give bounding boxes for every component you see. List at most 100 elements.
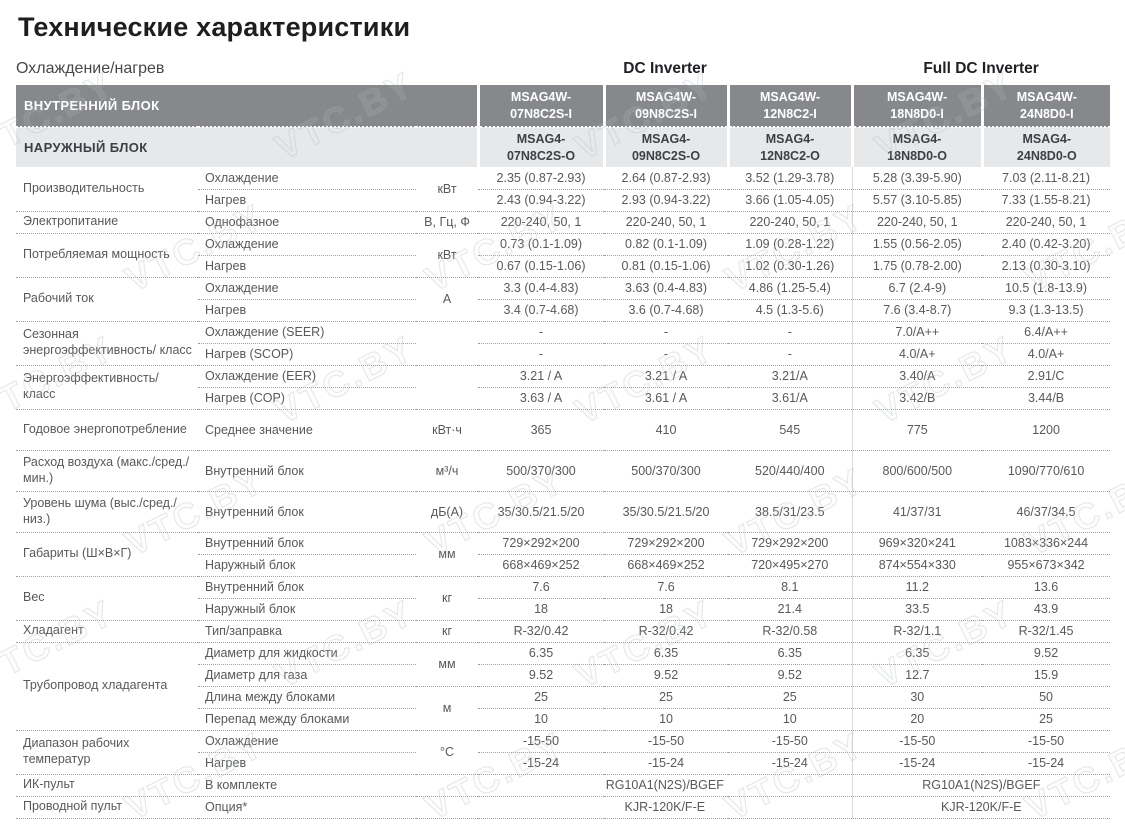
indoor-model-cell: MSAG4W- 09N8C2S-I [602, 85, 729, 127]
spec-value-cell: 220-240, 50, 1 [982, 210, 1111, 233]
spec-value-cell: 3.66 (1.05-4.05) [728, 188, 853, 211]
spec-sub-label: Перепад между блоками [198, 707, 416, 730]
spec-sub-label: Охлаждение [198, 729, 416, 752]
spec-value-cell: 6.35 [604, 641, 729, 664]
spec-value-cell: 6.35 [478, 641, 605, 664]
spec-value-cell: 0.67 (0.15-1.06) [478, 254, 605, 277]
spec-value-cell: 50 [982, 685, 1111, 708]
spec-sub-label: Среднее значение [198, 408, 416, 450]
spec-value-cell: 3.42/B [851, 386, 983, 409]
spec-value-cell: -15-50 [982, 729, 1111, 752]
spec-value-cell: 4.0/A+ [851, 342, 983, 365]
spec-value-cell: R-32/0.42 [478, 619, 605, 642]
spec-value-cell: 15.9 [982, 663, 1111, 686]
spec-row: Электропитание Однофазное В, Гц, Ф 220-240,… [16, 210, 1111, 233]
spec-value-cell: 7.0/A++ [851, 320, 983, 343]
spec-value-cell: 969×320×241 [851, 531, 983, 554]
spec-value-cell: 874×554×330 [851, 553, 983, 576]
spec-value-cell: 2.93 (0.94-3.22) [604, 188, 729, 211]
spec-unit-cell: мм [416, 641, 479, 686]
spec-row: Рабочий ток Охлаждение А 3.3 (0.4-4.83) 3.63… [16, 276, 1111, 321]
spec-value-cell: -15-24 [851, 751, 983, 774]
spec-value-cell: 12.7 [851, 663, 983, 686]
spec-sub-label: Охлаждение (SEER) [198, 320, 416, 343]
spec-row: Нагрев (SCOP) - - -4.0/A+ 4.0/A+ [16, 342, 1111, 365]
spec-value-cell: 7.6 (3.4-8.7) [851, 298, 983, 321]
spec-unit-cell: м³/ч [416, 449, 479, 491]
spec-value-cell: 4.86 (1.25-5.4) [728, 276, 853, 299]
spec-unit-cell: °C [416, 729, 479, 774]
outdoor-model-cell: MSAG4- 09N8C2S-O [602, 126, 729, 167]
spec-value-cell: 6.7 (2.4-9) [851, 276, 983, 299]
spec-value-cell: - [604, 320, 729, 343]
spec-value-cell: 1083×336×244 [982, 531, 1111, 554]
spec-sub-label: Наружный блок [198, 553, 416, 576]
spec-unit-cell: мм [416, 531, 479, 576]
spec-row: Нагрев 3.4 (0.7-4.68) 3.6 (0.7-4.68) 4.5 (1… [16, 298, 1111, 321]
spec-sub-label: Опция* [198, 795, 416, 819]
spec-group-label: Диапазон рабочих температур [16, 729, 198, 774]
spec-value-cell: 9.52 [728, 663, 853, 686]
spec-value-cell: - [604, 342, 729, 365]
spec-value-cell: R-32/1.45 [982, 619, 1111, 642]
spec-unit-cell [416, 773, 479, 796]
spec-value-cell: 2.91/C [982, 364, 1111, 387]
spec-sub-label: Внутренний блок [198, 531, 416, 554]
indoor-model-cell: MSAG4W- 24N8D0-I [980, 85, 1111, 127]
spec-value-cell: 729×292×200 [728, 531, 853, 554]
spec-value-cell: KJR-120K/F-E [478, 795, 853, 819]
indoor-unit-header-row: ВНУТРЕННИЙ БЛОК MSAG4W- 07N8C2S-I MSAG4W- 0… [16, 85, 1111, 127]
spec-group-label: Производительность [23, 180, 145, 195]
spec-group-label: Сезонная энергоэффективность/ класс [16, 320, 198, 365]
spec-value-cell: 2.43 (0.94-3.22) [478, 188, 605, 211]
spec-value-cell: 13.6 [982, 575, 1111, 598]
spec-value-cell: - [728, 342, 853, 365]
spec-sub-label: Однофазное [198, 210, 416, 233]
spec-value-cell: 365 [478, 408, 605, 450]
spec-sub-label: Длина между блоками [198, 685, 416, 708]
spec-sub-label: Нагрев [198, 751, 416, 774]
spec-value-cell: 7.6 [478, 575, 605, 598]
spec-value-cell: 43.9 [982, 597, 1111, 620]
spec-unit-cell: кВт [416, 232, 479, 277]
outdoor-model-cell: MSAG4- 07N8C2S-O [476, 126, 605, 167]
indoor-model-cell: MSAG4W- 18N8D0-I [850, 85, 983, 127]
spec-value-cell: 1.55 (0.56-2.05) [851, 232, 983, 255]
spec-sub-label: Тип/заправка [198, 619, 416, 642]
spec-value-cell: -15-50 [478, 729, 605, 752]
spec-value-cell: 10 [478, 707, 605, 730]
spec-value-cell: 8.1 [728, 575, 853, 598]
spec-unit-cell [416, 364, 479, 409]
spec-unit-cell: м [416, 685, 479, 730]
spec-unit-cell: кВт·ч [416, 408, 479, 450]
spec-value-cell: -15-50 [851, 729, 983, 752]
spec-value-cell: 18 [604, 597, 729, 620]
spec-value-cell: 10.5 (1.8-13.9) [982, 276, 1111, 299]
spec-group-label: Уровень шума (выс./сред./низ.) [16, 490, 198, 532]
spec-value-cell: 41/37/31 [851, 490, 983, 532]
spec-sub-label: Диаметр для газа [198, 663, 416, 686]
spec-value-cell: 3.3 (0.4-4.83) [478, 276, 605, 299]
spec-row: Расход воздуха (макс./сред./мин.) Внутрен… [16, 449, 1111, 491]
spec-value-cell: 3.63 / A [478, 386, 605, 409]
group-dc-inverter: DC Inverter [623, 60, 707, 77]
spec-value-cell: 220-240, 50, 1 [478, 210, 605, 233]
spec-unit-cell: кг [416, 575, 479, 620]
spec-row: Наружный блок 18 18 21.4 33.5 43.9 [16, 597, 1111, 620]
spec-value-cell: 25 [728, 685, 853, 708]
spec-value-cell: -15-24 [478, 751, 605, 774]
spec-sub-label: Диаметр для жидкости [198, 641, 416, 664]
outdoor-unit-label: НАРУЖНЫЙ БЛОК [16, 126, 479, 167]
spec-group-label: ИК-пульт [16, 773, 198, 796]
spec-value-cell: 9.3 (1.3-13.5) [982, 298, 1111, 321]
spec-row: Нагрев 0.67 (0.15-1.06) 0.81 (0.15-1.06) 1.… [16, 254, 1111, 277]
spec-value-cell: - [478, 342, 605, 365]
spec-group-label: Потребляемая мощность [16, 232, 198, 277]
group-title-row: Охлаждение/нагрев DC Inverter Full DC In… [16, 56, 1110, 85]
spec-value-cell: 5.28 (3.39-5.90) [851, 167, 983, 189]
outdoor-model-cell: MSAG4- 12N8C2-O [726, 126, 853, 167]
spec-row: Годовое энергопотребление Среднее значени… [16, 408, 1111, 450]
spec-value-cell: -15-50 [728, 729, 853, 752]
spec-row: Диапазон рабочих температур Охлаждение °C -… [16, 729, 1111, 774]
spec-value-cell: - [478, 320, 605, 343]
